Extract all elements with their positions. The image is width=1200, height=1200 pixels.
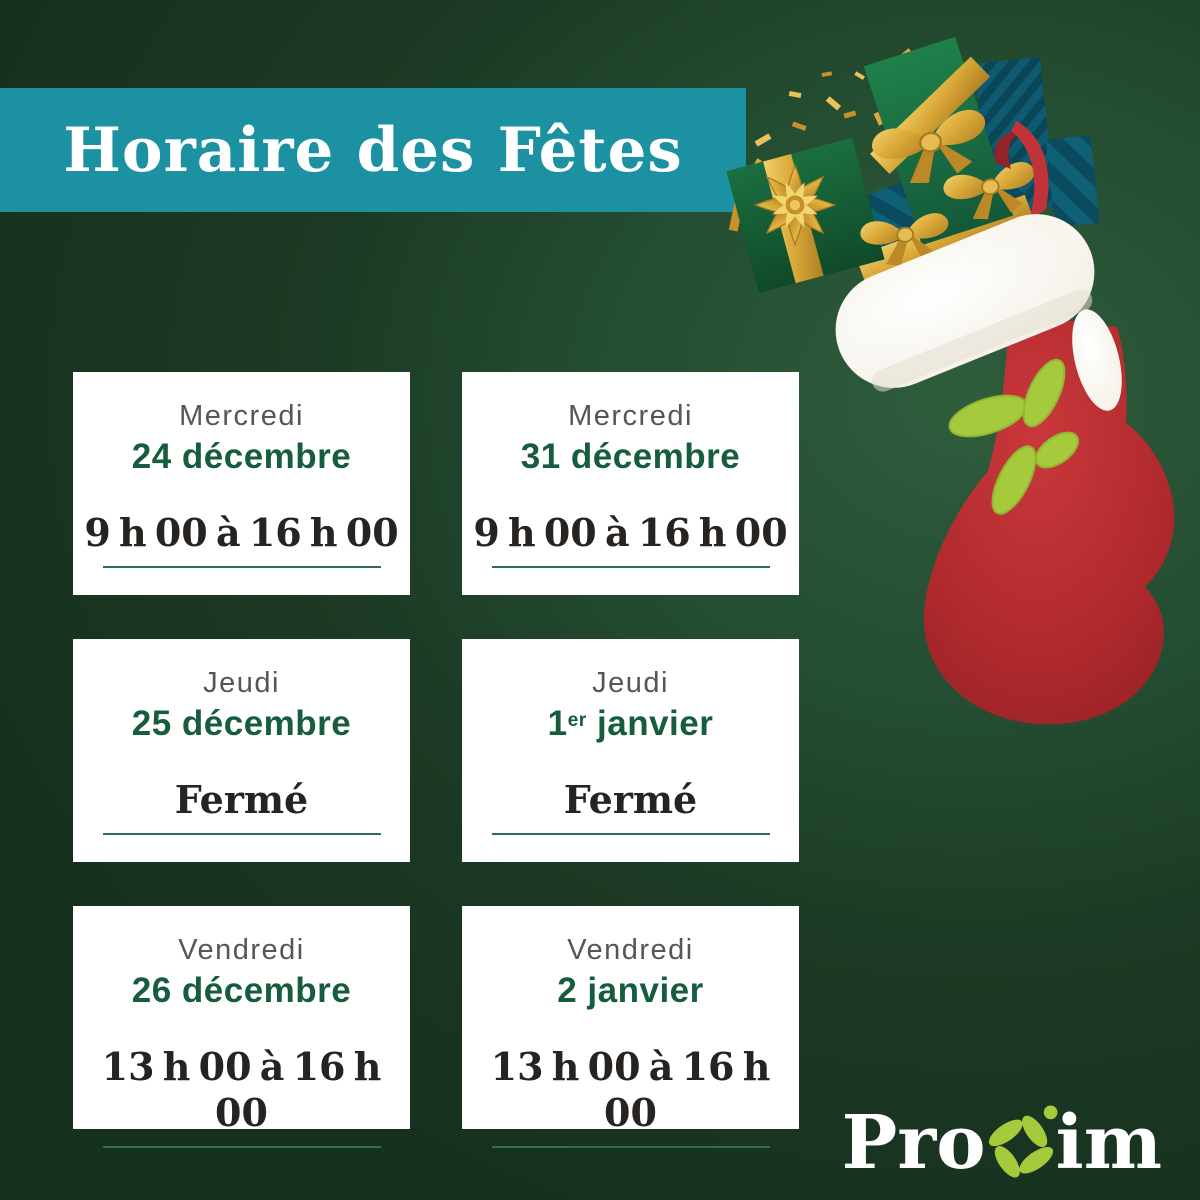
gift-boxes [726, 36, 1100, 296]
schedule-card-jan1: Jeudi 1er janvier Fermé [462, 639, 799, 862]
date-main: 24 décembre [131, 437, 352, 476]
schedule-card-dec24: Mercredi 24 décembre 9 h 00 à 16 h 00 [73, 372, 410, 595]
proxim-x-icon [988, 1105, 1058, 1178]
green-gold-stripe-gift [863, 36, 1014, 246]
hours-label: 9 h 00 à 16 h 00 [84, 510, 399, 555]
title-banner: Horaire des Fêtes [0, 88, 746, 212]
dark-green-gift [726, 137, 885, 293]
stocking [923, 313, 1175, 725]
card-divider [491, 833, 770, 835]
schedule-grid: Mercredi 24 décembre 9 h 00 à 16 h 00 Me… [73, 372, 799, 1148]
fur-cuff [835, 214, 1122, 411]
hours-label: 9 h 00 à 16 h 00 [473, 510, 788, 555]
logo-text-im: im [1055, 1100, 1162, 1186]
card-divider [102, 1146, 381, 1148]
date-label: 25 décembre [73, 704, 410, 750]
gold-star-bow [754, 164, 836, 246]
schedule-card-jan2: Vendredi 2 janvier 13 h 00 à 16 h 00 [462, 906, 799, 1148]
page-title: Horaire des Fêtes [63, 114, 683, 186]
hours-label: 13 h 00 à 16 h 00 [490, 1044, 771, 1135]
logo-text-pro: Pro [841, 1100, 986, 1186]
hours-label: Fermé [174, 777, 309, 822]
date-main: 31 décembre [520, 437, 741, 476]
day-label: Vendredi [178, 934, 305, 966]
schedule-card-dec26: Vendredi 26 décembre 13 h 00 à 16 h 00 [73, 906, 410, 1148]
card-divider [491, 1146, 770, 1148]
gold-bows [754, 104, 1044, 272]
day-label: Vendredi [567, 934, 694, 966]
hours-label: Fermé [563, 777, 698, 822]
date-main: 1 [547, 704, 568, 743]
date-label: 1er janvier [462, 704, 799, 750]
day-label: Jeudi [592, 667, 669, 699]
gold-confetti [728, 48, 980, 232]
date-label: 24 décembre [73, 437, 410, 483]
date-label: 2 janvier [462, 971, 799, 1017]
card-divider [102, 833, 381, 835]
date-label: 26 décembre [73, 971, 410, 1017]
date-main: 25 décembre [131, 704, 352, 743]
date-superscript: er [567, 710, 587, 732]
teal-striped-gift [974, 56, 1100, 228]
stocking-body [923, 313, 1175, 725]
card-divider [491, 566, 770, 568]
date-tail: janvier [586, 704, 714, 743]
date-main: 26 décembre [131, 971, 352, 1010]
day-label: Mercredi [568, 400, 693, 432]
hours-label: 13 h 00 à 16 h 00 [101, 1044, 382, 1135]
proxim-logo: Pro im [841, 1100, 1162, 1186]
schedule-card-dec25: Jeudi 25 décembre Fermé [73, 639, 410, 862]
day-label: Mercredi [179, 400, 304, 432]
schedule-card-dec31: Mercredi 31 décembre 9 h 00 à 16 h 00 [462, 372, 799, 595]
stocking-petals-icon [948, 358, 1080, 515]
teal-wide-stripe-gift [837, 144, 1040, 296]
card-divider [102, 566, 381, 568]
day-label: Jeudi [203, 667, 280, 699]
date-label: 31 décembre [462, 437, 799, 483]
red-ribbon-loop [994, 121, 1049, 221]
date-main: 2 janvier [557, 971, 704, 1010]
